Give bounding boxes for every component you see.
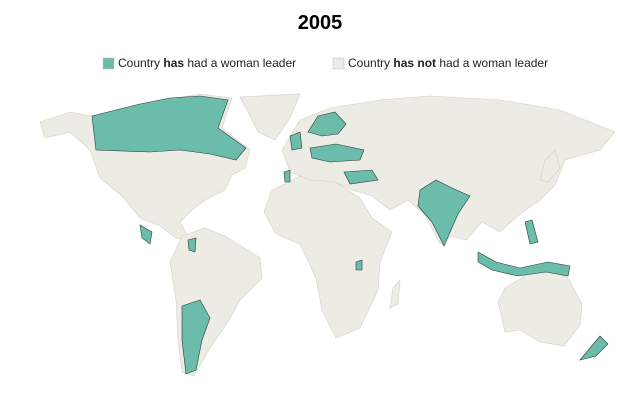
title: 2005: [298, 12, 343, 34]
indonesia: [477, 251, 571, 277]
argentina: [181, 299, 211, 375]
legend: Country has had a woman leader Country ha…: [102, 56, 548, 70]
guyana: [187, 237, 197, 253]
new-zealand: [579, 335, 609, 361]
scandinavia: [307, 111, 347, 137]
eurasia: [281, 95, 616, 245]
legend-text: has: [163, 56, 184, 70]
europe-west: [289, 131, 303, 151]
canada: [91, 95, 247, 161]
uganda: [355, 259, 363, 271]
legend-text: had a woman leader: [436, 56, 548, 70]
europe-central: [309, 143, 365, 163]
legend-text: has not: [393, 56, 436, 70]
legend-label: Country has had a woman leader: [118, 56, 296, 70]
legend-text: Country: [118, 56, 163, 70]
central-america: [139, 224, 153, 245]
madagascar: [389, 279, 401, 309]
japan: [539, 149, 561, 183]
india: [417, 179, 471, 247]
portugal: [283, 169, 291, 183]
legend-text: Country: [348, 56, 393, 70]
philippines: [524, 219, 539, 245]
greenland: [239, 93, 301, 141]
legend-label: Country has not had a woman leader: [348, 56, 548, 70]
australia: [497, 267, 583, 347]
world-map: [39, 93, 616, 377]
legend-text: had a woman leader: [184, 56, 296, 70]
legend-swatch: [332, 57, 345, 70]
legend-swatch: [102, 57, 115, 70]
turkey: [343, 169, 379, 185]
africa: [263, 175, 393, 339]
